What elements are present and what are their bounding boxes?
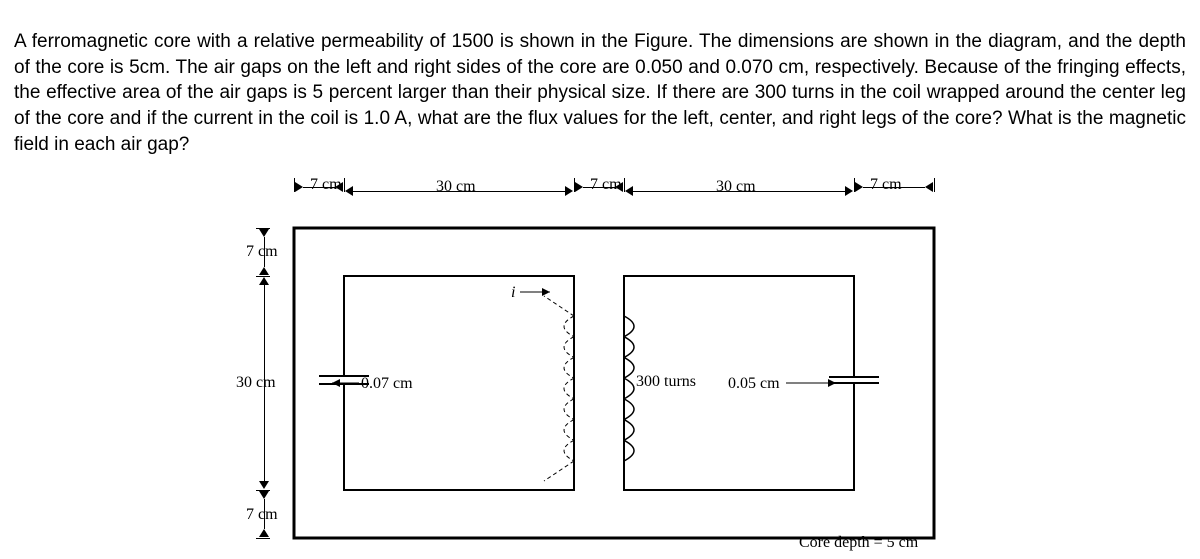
dim-side-30cm: 30 cm [236, 374, 276, 392]
core-figure: 7 cm 30 cm 7 cm 30 cm 7 cm 7 cm 30 cm 7 … [14, 176, 1186, 556]
turns-label: 300 turns [636, 373, 696, 391]
core-svg [14, 176, 1186, 556]
gap-left-label: 0.07 cm [361, 375, 413, 393]
arrow-top-30-left [345, 186, 573, 196]
arrow-top-30-right [625, 186, 853, 196]
current-label: i [511, 284, 515, 302]
tick [934, 178, 935, 192]
arrow-side-30 [259, 277, 269, 489]
arrow-side-7-top [259, 229, 269, 275]
problem-statement: A ferromagnetic core with a relative per… [14, 29, 1186, 157]
arrow-top-7-left [295, 182, 343, 192]
arrow-side-7-bottom [259, 491, 269, 537]
tick [256, 538, 270, 539]
arrow-top-7-right [855, 182, 933, 192]
gap-right-label: 0.05 cm [728, 375, 780, 393]
core-depth-label: Core depth = 5 cm [799, 534, 918, 552]
arrow-top-7-center [575, 182, 623, 192]
